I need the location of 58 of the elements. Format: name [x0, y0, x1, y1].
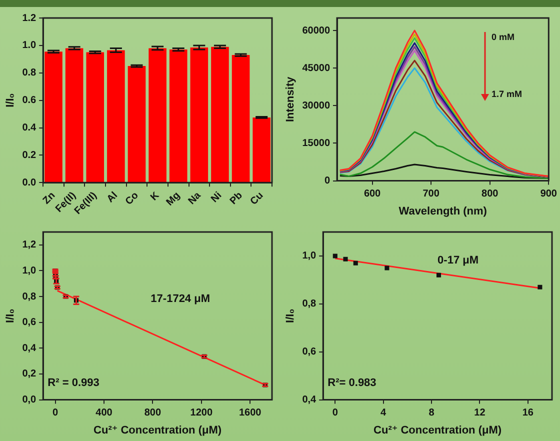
x-tick-label: K [148, 190, 162, 204]
y-tick-label: 0,4 [302, 394, 317, 406]
y-axis-title: I/I₀ [284, 308, 297, 323]
y-tick-label: 0,8 [22, 291, 37, 302]
x-tick-label: Na [186, 190, 204, 208]
x-axis-title: Cu²⁺ Concentration (μM) [94, 424, 222, 436]
x-tick-label: 600 [364, 188, 382, 200]
annotation: R²= 0.983 [328, 377, 376, 390]
x-tick-label: Cu [248, 190, 266, 208]
annotation: R² = 0.993 [48, 377, 100, 390]
y-tick-label: 15000 [302, 138, 330, 149]
y-tick-label: 0,6 [22, 317, 37, 328]
annotation: 0 mM [492, 32, 515, 42]
x-axis-title: Cu²⁺ Concentration (μM) [374, 424, 502, 436]
y-axis-title: I/I₀ [4, 308, 17, 323]
x-tick-label: 1600 [238, 408, 262, 419]
x-tick-label: 16 [522, 408, 534, 419]
y-tick-label: 1,0 [22, 265, 37, 276]
x-tick-label: 400 [96, 408, 113, 419]
x-tick-label: 8 [428, 408, 435, 419]
y-tick-label: 0,2 [22, 368, 37, 380]
y-tick-label: 0,0 [22, 394, 37, 406]
y-tick-label: 0.8 [22, 68, 37, 79]
x-tick-label: 700 [422, 188, 440, 200]
annotation: 1.7 mM [492, 89, 522, 99]
y-tick-label: 0.4 [22, 122, 37, 134]
x-tick-label: Al [105, 190, 120, 206]
x-tick-label: 1200 [190, 408, 213, 419]
x-axis-title: Wavelength (nm) [398, 205, 488, 218]
y-tick-label: 0 [324, 176, 330, 187]
y-tick-label: 0,4 [22, 342, 37, 354]
y-tick-label: 1,2 [22, 240, 37, 251]
y-tick-label: 1.0 [22, 40, 37, 52]
x-tick-label: 800 [144, 408, 162, 419]
x-tick-label: 4 [380, 408, 387, 419]
y-tick-label: 45000 [302, 62, 330, 74]
x-tick-label: 0 [52, 408, 58, 419]
x-tick-label: Mg [164, 190, 182, 208]
y-axis-title: Intensity [284, 76, 297, 122]
y-tick-label: 0,6 [302, 346, 317, 358]
x-tick-label: 12 [474, 408, 486, 419]
y-tick-label: 0.6 [22, 95, 37, 106]
annotation: 0-17 μM [438, 254, 479, 267]
y-tick-label: 0.2 [22, 150, 37, 161]
y-tick-label: 0,8 [302, 298, 317, 310]
x-tick-label: 900 [540, 188, 558, 200]
x-tick-label: Ni [209, 190, 224, 206]
y-tick-label: 60000 [302, 25, 330, 36]
x-tick-label: Pb [228, 190, 245, 208]
y-tick-label: 1.2 [22, 12, 37, 24]
x-tick-label: 0 [332, 408, 338, 419]
y-axis-title: I/I₀ [4, 93, 17, 108]
y-tick-label: 30000 [302, 100, 330, 112]
y-tick-label: 0.0 [22, 177, 37, 188]
x-tick-label: Co [124, 190, 141, 208]
y-tick-label: 1,0 [302, 250, 317, 262]
x-tick-label: 800 [482, 188, 499, 200]
annotation: 17-1724 μM [150, 293, 210, 306]
